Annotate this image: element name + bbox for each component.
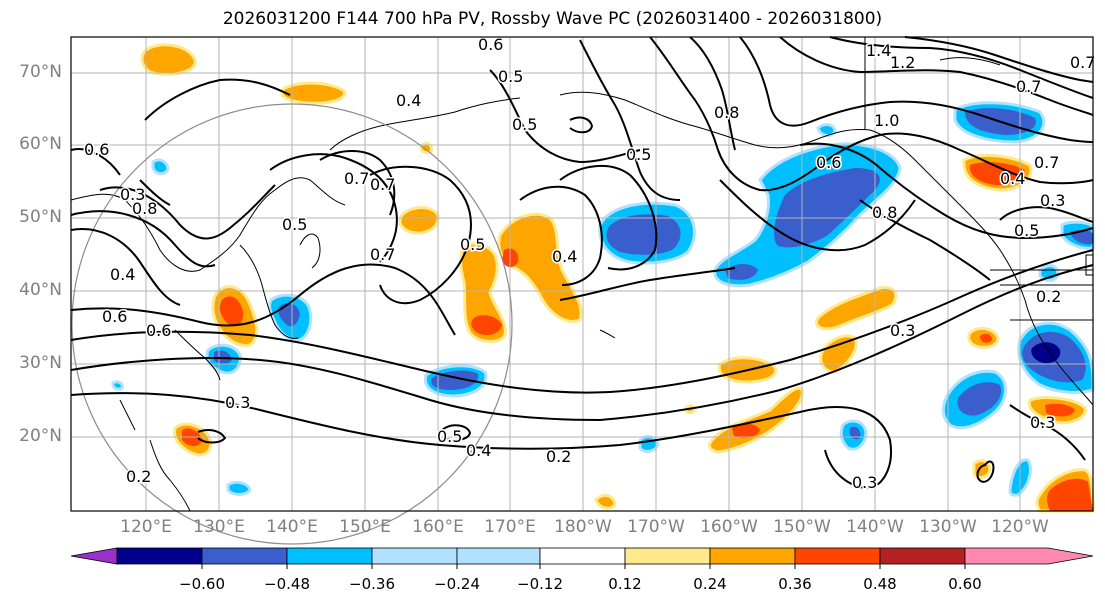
contour-label: 0.2 — [546, 447, 571, 466]
lon-label: 170°E — [484, 517, 536, 537]
lon-label: 170°W — [627, 517, 685, 537]
contour-label: 0.7 — [344, 169, 369, 188]
pv-contours — [70, 36, 1094, 490]
contour-label: 0.7 — [1070, 53, 1095, 72]
contour-label: 0.4 — [396, 91, 421, 110]
colorbar-tick-label: 0.48 — [863, 575, 897, 593]
lon-label: 160°E — [412, 517, 464, 537]
contour-label: 0.5 — [498, 67, 523, 86]
colorbar-tick-label: 0.36 — [778, 575, 812, 593]
lon-label: 150°W — [773, 517, 831, 537]
lon-label: 150°E — [339, 517, 391, 537]
colorbar-tick-label: −0.24 — [434, 575, 480, 593]
contour-labels: 1.4 1.2 0.6 0.5 0.4 0.8 1.0 0.7 0.6 0.7 … — [83, 34, 1097, 494]
lon-label: 130°W — [919, 517, 977, 537]
lat-label: 20°N — [19, 426, 62, 446]
colorbar-tick-label: −0.60 — [179, 575, 225, 593]
contour-label: 0.8 — [872, 203, 897, 222]
contour-label: 0.8 — [132, 199, 157, 218]
lat-label: 60°N — [19, 134, 62, 154]
lon-label: 120°E — [120, 517, 172, 537]
colorbar-bin — [201, 547, 288, 565]
contour-label: 0.7 — [370, 245, 395, 264]
contour-label: 0.6 — [84, 140, 109, 159]
contour-label: 1.0 — [874, 111, 899, 130]
lat-label: 70°N — [19, 62, 62, 82]
colorbar-bin — [116, 547, 203, 565]
colorbar-tick-label: −0.36 — [349, 575, 395, 593]
contour-label: 0.5 — [626, 145, 651, 164]
lat-label: 30°N — [19, 353, 62, 373]
map-title: 2026031200 F144 700 hPa PV, Rossby Wave … — [222, 9, 883, 29]
contour-label: 1.4 — [866, 41, 891, 60]
contour-label: 0.5 — [437, 427, 462, 446]
contour-label: 0.6 — [478, 35, 503, 54]
contour-label: 0.5 — [282, 215, 307, 234]
colorbar-bin — [371, 547, 458, 565]
contour-label: 0.3 — [852, 473, 877, 492]
contour-label: 0.7 — [1016, 77, 1041, 96]
colorbar-extend-high — [964, 547, 1094, 565]
contour-label: 0.3 — [890, 321, 915, 340]
contour-label: 0.2 — [126, 467, 151, 486]
contour-label: 1.2 — [890, 53, 915, 72]
contour-label: 0.5 — [1014, 221, 1039, 240]
contour-label: 0.5 — [512, 115, 537, 134]
colorbar-bin — [286, 547, 373, 565]
lat-label: 50°N — [19, 207, 62, 227]
contour-label: 0.6 — [146, 321, 171, 340]
contour-label: 0.4 — [466, 441, 491, 460]
contour-label: 0.3 — [120, 185, 145, 204]
colorbar-bin — [709, 547, 796, 565]
lon-label: 120°W — [991, 517, 1049, 537]
colorbar-bin — [539, 547, 626, 565]
colorbar — [70, 547, 1094, 569]
range-circle — [71, 103, 513, 545]
contour-label: 0.3 — [1030, 413, 1055, 432]
colorbar-extend-low — [70, 547, 118, 565]
lon-label: 130°E — [193, 517, 245, 537]
contour-label: 0.4 — [552, 247, 577, 266]
lat-label: 40°N — [19, 280, 62, 300]
lon-label: 160°W — [700, 517, 758, 537]
contour-label: 0.7 — [1034, 153, 1059, 172]
colorbar-bin — [879, 547, 966, 565]
anomaly-shading — [111, 43, 1095, 513]
colorbar-bin — [624, 547, 711, 565]
colorbar-tick-label: −0.12 — [517, 575, 563, 593]
contour-label: 0.4 — [110, 265, 135, 284]
contour-label: 0.6 — [102, 307, 127, 326]
lon-label: 180°W — [554, 517, 612, 537]
colorbar-tick-label: −0.48 — [264, 575, 310, 593]
colorbar-tick-label: 0.24 — [693, 575, 727, 593]
map-frame — [70, 36, 1094, 512]
lon-label: 140°E — [266, 517, 318, 537]
contour-label: 0.8 — [714, 103, 739, 122]
contour-label: 0.6 — [816, 153, 841, 172]
colorbar-tick-label: 0.12 — [608, 575, 642, 593]
contour-label: 0.4 — [1000, 169, 1025, 188]
contour-label: 0.3 — [1040, 191, 1065, 210]
colorbar-bin — [794, 547, 881, 565]
colorbar-bin — [456, 547, 541, 565]
lon-label: 140°W — [846, 517, 904, 537]
contour-label: 0.2 — [1036, 287, 1061, 306]
contour-label: 0.7 — [370, 175, 395, 194]
map-background — [71, 37, 1093, 511]
coastlines — [70, 37, 1094, 512]
colorbar-tick-label: 0.60 — [948, 575, 982, 593]
contour-label: 0.5 — [460, 235, 485, 254]
contour-label: 0.3 — [225, 393, 250, 412]
